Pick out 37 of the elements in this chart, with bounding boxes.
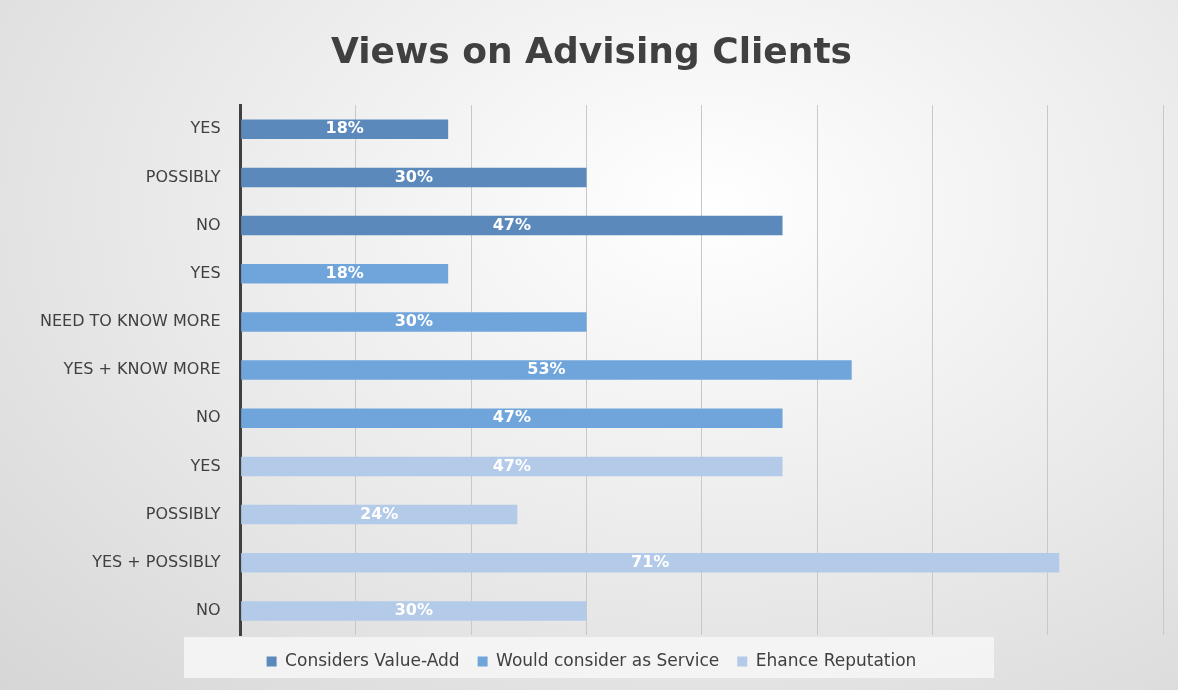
y-tick-label: YES <box>189 262 221 282</box>
y-tick-label: YES <box>189 455 221 475</box>
y-tick-label: POSSIBLY <box>145 503 221 523</box>
data-label: 30% <box>394 311 433 331</box>
legend-label: Considers Value-Add <box>285 649 460 670</box>
y-tick-label: NO <box>196 600 221 620</box>
y-tick-label: NEED TO KNOW MORE <box>39 311 221 331</box>
data-label: 47% <box>492 455 531 475</box>
y-tick-label: YES + KNOW MORE <box>62 359 221 379</box>
y-tick-label: NO <box>196 407 221 427</box>
legend-label: Would consider as Service <box>496 649 720 670</box>
y-tick-label: YES <box>189 118 221 138</box>
bar <box>241 119 449 140</box>
bar <box>241 167 587 188</box>
data-label: 47% <box>492 214 531 234</box>
data-label: 71% <box>631 551 670 571</box>
y-tick-label: NO <box>196 214 221 234</box>
bar <box>241 408 783 429</box>
data-label: 53% <box>527 359 566 379</box>
data-label: 30% <box>394 600 433 620</box>
bar <box>241 504 518 525</box>
bar <box>241 215 783 236</box>
bar <box>241 456 783 477</box>
legend-label: Ehance Reputation <box>755 649 917 670</box>
bar <box>241 553 1060 573</box>
data-label: 47% <box>492 407 531 427</box>
y-tick-label: YES + POSSIBLY <box>91 551 221 571</box>
bar <box>241 360 852 380</box>
data-label: 24% <box>360 503 399 523</box>
data-label: 30% <box>394 166 433 186</box>
data-label: 18% <box>325 118 364 138</box>
bar <box>241 264 449 284</box>
data-label: 18% <box>325 262 364 282</box>
chart-title: Views on Advising Clients <box>330 29 853 71</box>
bar <box>241 312 587 332</box>
bar <box>241 601 587 621</box>
y-tick-label: POSSIBLY <box>145 166 221 186</box>
